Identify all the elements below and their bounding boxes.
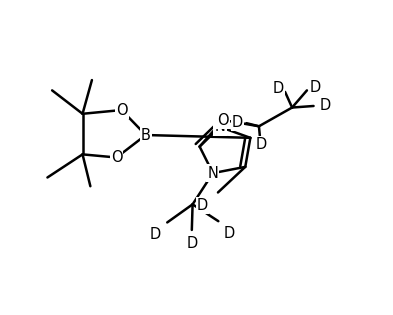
Text: D: D bbox=[224, 226, 235, 241]
Text: D: D bbox=[255, 137, 266, 152]
Text: D: D bbox=[232, 115, 243, 130]
Text: O: O bbox=[217, 112, 229, 128]
Text: D: D bbox=[310, 80, 321, 95]
Text: D: D bbox=[150, 227, 161, 242]
Text: D: D bbox=[320, 99, 331, 113]
Text: D: D bbox=[186, 236, 197, 250]
Text: N: N bbox=[208, 166, 219, 180]
Text: N: N bbox=[215, 119, 225, 135]
Text: O: O bbox=[111, 150, 122, 165]
Text: D: D bbox=[197, 198, 208, 213]
Text: O: O bbox=[116, 103, 127, 117]
Text: B: B bbox=[141, 128, 151, 142]
Text: D: D bbox=[273, 81, 284, 96]
